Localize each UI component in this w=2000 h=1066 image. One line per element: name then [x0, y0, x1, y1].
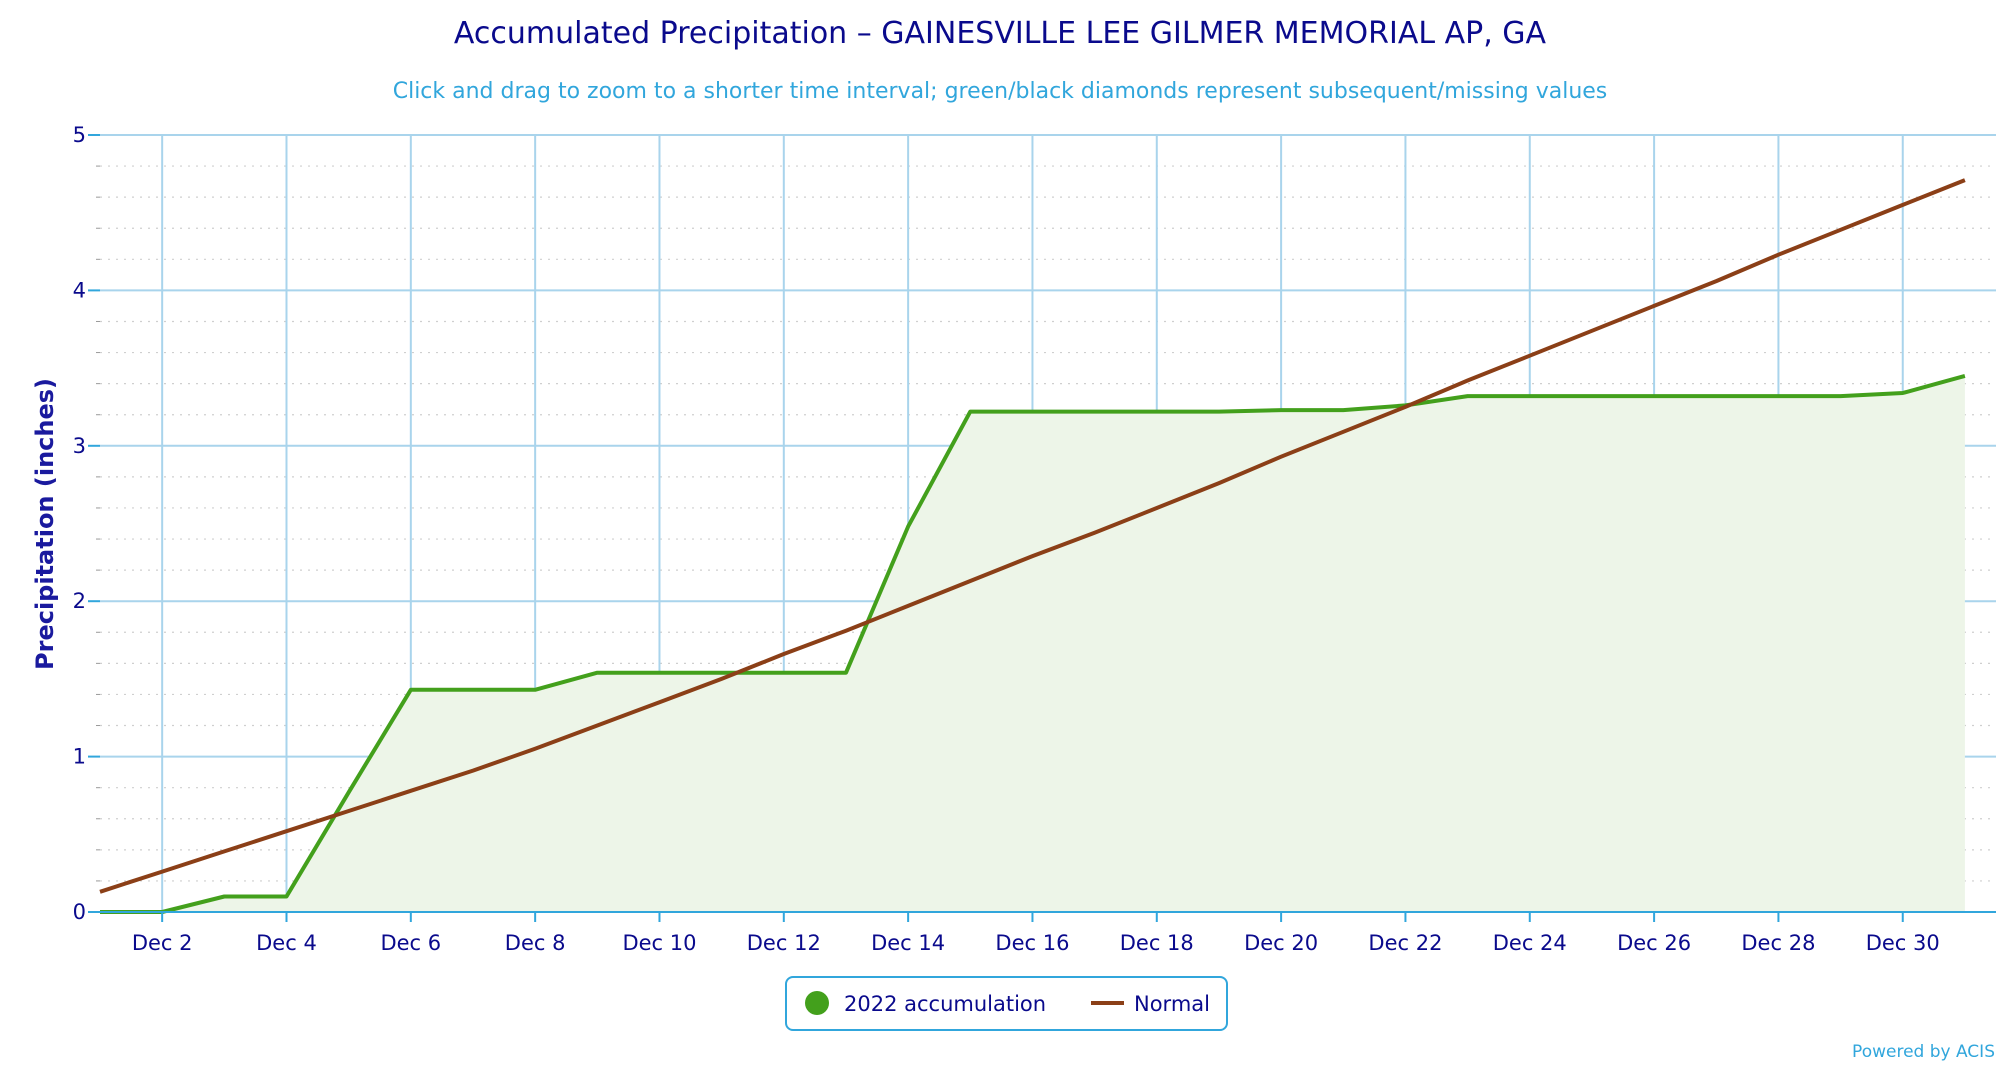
x-tick-label: Dec 6: [380, 931, 441, 955]
x-tick-label: Dec 12: [747, 931, 821, 955]
legend-accumulation-label: 2022 accumulation: [844, 992, 1046, 1016]
x-tick-label: Dec 28: [1741, 931, 1815, 955]
legend-box: [785, 976, 1228, 1031]
y-tick-label: 0: [73, 900, 86, 924]
legend-item-normal[interactable]: Normal: [1091, 992, 1210, 1016]
x-tick-label: Dec 8: [505, 931, 566, 955]
y-tick-label: 4: [73, 278, 86, 302]
legend-normal-label: Normal: [1134, 992, 1210, 1016]
x-tick-label: Dec 22: [1368, 931, 1442, 955]
x-tick-label: Dec 16: [995, 931, 1069, 955]
credits-link[interactable]: Powered by ACIS: [1852, 1042, 1995, 1062]
y-tick-label: 3: [73, 434, 86, 458]
y-tick-label: 2: [73, 589, 86, 613]
chart-title: Accumulated Precipitation – GAINESVILLE …: [454, 16, 1547, 51]
x-tick-label: Dec 14: [871, 931, 945, 955]
x-axis: Dec 2 Dec 4 Dec 6 Dec 8 Dec 10 Dec 12 Dec 14 De…: [100, 911, 1996, 955]
legend-accumulation-marker: [805, 991, 829, 1015]
y-axis-label: Precipitation (inches): [31, 378, 59, 670]
legend-item-accumulation[interactable]: 2022 accumulation: [805, 991, 1046, 1016]
x-tick-label: Dec 18: [1120, 931, 1194, 955]
x-tick-label: Dec 2: [132, 931, 193, 955]
legend[interactable]: 2022 accumulation Normal: [785, 976, 1228, 1031]
x-tick-label: Dec 4: [256, 931, 317, 955]
y-axis: 0 1 2 3 4 5: [73, 123, 100, 924]
accumulation-area-fill: [100, 375, 1965, 912]
x-tick-label: Dec 20: [1244, 931, 1318, 955]
x-tick-label: Dec 10: [622, 931, 696, 955]
normal-line[interactable]: [99, 178, 1966, 894]
accumulation-line[interactable]: [100, 373, 1966, 914]
x-tick-label: Dec 30: [1866, 931, 1940, 955]
series-layer: [99, 178, 1966, 914]
y-tick-label: 1: [73, 745, 86, 769]
minor-gridlines: [96, 165, 1996, 882]
x-tick-label: Dec 24: [1493, 931, 1567, 955]
chart-subtitle: Click and drag to zoom to a shorter time…: [393, 79, 1608, 104]
x-tick-label: Dec 26: [1617, 931, 1691, 955]
y-tick-label: 5: [73, 123, 86, 147]
